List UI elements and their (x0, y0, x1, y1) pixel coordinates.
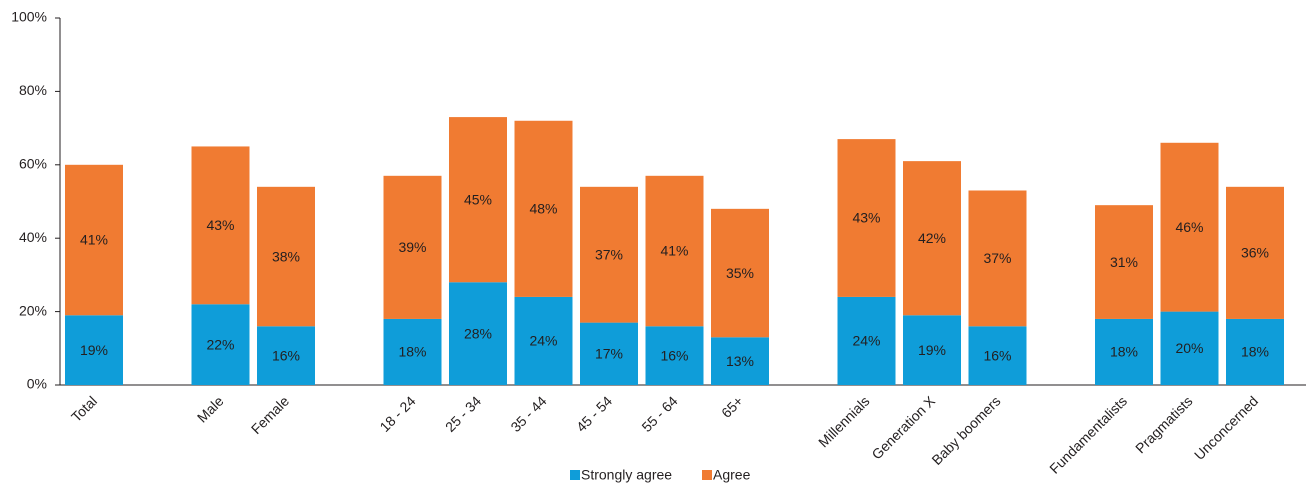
bar-segment-agree (968, 190, 1027, 327)
y-tick-label: 0% (27, 376, 47, 392)
data-label: 42% (918, 230, 946, 246)
bar-segment-agree (903, 161, 961, 316)
bar-segment-agree (257, 186, 315, 327)
data-label: 16% (983, 347, 1011, 363)
data-label: 43% (852, 210, 880, 226)
bar-segment-strongly-agree (837, 296, 896, 385)
legend-label: Agree (713, 467, 751, 483)
data-label: 22% (206, 336, 234, 352)
bar-segment-strongly-agree (1226, 318, 1284, 385)
y-tick-label: 40% (19, 229, 47, 245)
data-label: 31% (1110, 254, 1138, 270)
x-tick-label: Female (248, 393, 292, 437)
y-tick-label: 80% (19, 82, 47, 98)
x-tick-label: 55 - 64 (638, 393, 680, 435)
data-label: 24% (852, 333, 880, 349)
y-axis-ticks: 0% 20% 40% 60% 80% 100% (11, 9, 60, 392)
data-label: 39% (398, 239, 426, 255)
y-tick-label: 60% (19, 156, 47, 172)
data-label: 41% (660, 243, 688, 259)
bar-segment-strongly-agree (65, 315, 123, 385)
bar-segment-agree (449, 117, 507, 283)
bars: 19% 41% 22% 43% 16% 38% 18% 39% 28% 45% 24% 48% 17% 3… (65, 117, 1284, 385)
x-tick-label: Total (68, 393, 100, 425)
y-tick-label: 100% (11, 9, 47, 25)
x-tick-label: 18 - 24 (376, 393, 418, 435)
bar-segment-strongly-agree (711, 337, 769, 385)
x-tick-label: Baby boomers (928, 393, 1003, 468)
data-label: 16% (660, 347, 688, 363)
bar-segment-agree (580, 186, 638, 323)
x-tick-label: 35 - 44 (507, 393, 549, 435)
x-tick-label: Male (194, 393, 227, 426)
legend-swatch (570, 470, 580, 480)
x-tick-label: Unconcerned (1191, 393, 1261, 463)
data-label: 48% (529, 201, 557, 217)
bar-segment-strongly-agree (514, 296, 573, 385)
bar-segment-agree (1095, 205, 1153, 319)
bar-segment-strongly-agree (1095, 318, 1153, 385)
x-tick-label: 25 - 34 (442, 393, 484, 435)
legend-label: Strongly agree (581, 467, 672, 483)
bar-segment-agree (711, 208, 769, 338)
legend-swatch (702, 470, 712, 480)
bar-segment-agree (514, 120, 573, 297)
legend: Strongly agree Agree (570, 467, 751, 483)
bar-segment-strongly-agree (968, 326, 1027, 385)
data-label: 18% (398, 344, 426, 360)
bar-segment-strongly-agree (449, 282, 507, 385)
bar-segment-agree (1160, 142, 1219, 312)
x-tick-label: Fundamentalists (1046, 393, 1130, 477)
data-label: 19% (80, 342, 108, 358)
data-label: 41% (80, 232, 108, 248)
data-label: 20% (1175, 340, 1203, 356)
bar-segment-strongly-agree (383, 318, 442, 385)
bar-segment-strongly-agree (645, 326, 704, 385)
x-axis-labels: Total Male Female 18 - 24 25 - 34 35 - 44 45 -… (68, 392, 1261, 476)
data-label: 38% (272, 248, 300, 264)
data-label: 45% (464, 191, 492, 207)
bar-segment-agree (191, 146, 250, 305)
bar-segment-strongly-agree (903, 315, 961, 385)
data-label: 43% (206, 217, 234, 233)
data-label: 16% (272, 347, 300, 363)
bar-segment-agree (383, 175, 442, 319)
bar-segment-agree (1226, 186, 1284, 319)
x-tick-label: 45 - 54 (573, 393, 615, 435)
data-label: 37% (983, 250, 1011, 266)
bar-segment-strongly-agree (257, 326, 315, 385)
bar-segment-agree (645, 175, 704, 327)
bar-segment-agree (65, 164, 123, 316)
x-tick-label: Generation X (868, 392, 938, 462)
x-tick-label: 65+ (718, 393, 746, 421)
data-label: 46% (1175, 219, 1203, 235)
data-label: 28% (464, 325, 492, 341)
x-tick-label: Pragmatists (1132, 393, 1196, 457)
y-tick-label: 20% (19, 302, 47, 318)
data-label: 24% (529, 333, 557, 349)
data-label: 36% (1241, 245, 1269, 261)
data-label: 19% (918, 342, 946, 358)
data-label: 35% (726, 265, 754, 281)
x-tick-label: Millennials (815, 393, 873, 451)
data-label: 17% (595, 346, 623, 362)
data-label: 13% (726, 353, 754, 369)
data-label: 37% (595, 246, 623, 262)
data-label: 18% (1241, 344, 1269, 360)
bar-segment-agree (837, 139, 896, 297)
bar-segment-strongly-agree (1160, 311, 1219, 385)
bar-segment-strongly-agree (580, 322, 638, 385)
bar-segment-strongly-agree (191, 304, 250, 385)
data-label: 18% (1110, 344, 1138, 360)
